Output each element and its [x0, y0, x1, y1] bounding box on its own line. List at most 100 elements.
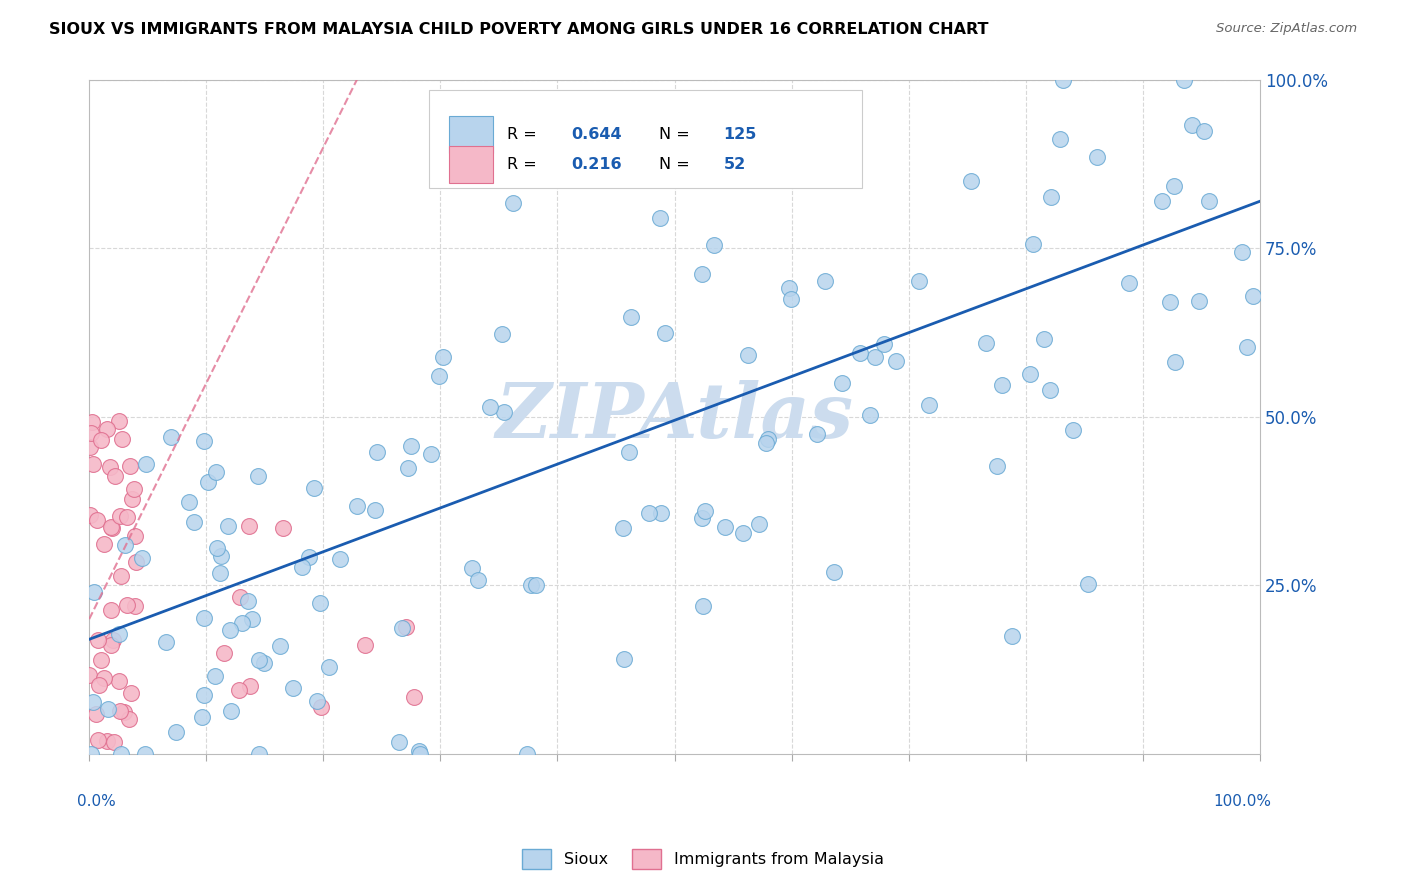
Point [79, 508, 101, 523]
Point [884, 354, 907, 368]
Point [1062, 423, 1084, 437]
Point [83, 695, 105, 709]
Point [654, 326, 676, 340]
Point [831, 376, 853, 390]
Point [247, 652, 270, 666]
Point [82, 457, 104, 471]
Point [104, 469, 127, 483]
Point [1163, 178, 1185, 193]
Point [1032, 332, 1054, 346]
Point [83, 585, 105, 599]
Legend: Sioux, Immigrants from Malaysia: Sioux, Immigrants from Malaysia [516, 843, 890, 875]
Point [118, 458, 141, 473]
Point [125, 555, 148, 569]
Point [121, 492, 143, 507]
Text: 0.216: 0.216 [571, 157, 621, 172]
Point [1181, 118, 1204, 132]
Point [402, 690, 425, 704]
Point [122, 482, 145, 496]
Point [97, 702, 120, 716]
Point [84, 707, 107, 722]
Point [872, 336, 894, 351]
Point [388, 735, 411, 749]
Point [1118, 276, 1140, 290]
Point [221, 705, 243, 719]
Point [291, 559, 314, 574]
Point [990, 377, 1012, 392]
Point [298, 549, 321, 564]
Point [1159, 295, 1181, 310]
Point [273, 521, 295, 535]
Point [229, 591, 252, 605]
Point [780, 292, 803, 306]
Point [214, 646, 236, 660]
Text: N =: N = [659, 127, 695, 142]
Point [193, 434, 215, 449]
Point [236, 594, 259, 608]
Point [111, 432, 134, 446]
Point [1164, 355, 1187, 369]
Point [108, 674, 131, 689]
Text: 100.0%: 100.0% [1213, 794, 1271, 809]
Point [427, 369, 450, 384]
Point [420, 447, 443, 461]
Point [79, 440, 101, 454]
Point [814, 274, 837, 288]
Point [246, 469, 269, 483]
Point [90, 434, 112, 448]
Point [124, 599, 146, 613]
Point [207, 541, 229, 555]
Point [432, 350, 454, 364]
Point [108, 509, 131, 524]
Point [305, 694, 328, 708]
Point [110, 568, 132, 582]
Point [191, 710, 214, 724]
Point [1052, 73, 1074, 87]
Point [1039, 383, 1062, 397]
Point [693, 504, 716, 518]
Point [502, 195, 524, 210]
Point [396, 461, 419, 475]
Point [1000, 629, 1022, 643]
Point [1198, 194, 1220, 208]
Point [737, 348, 759, 362]
Point [612, 521, 634, 535]
Point [197, 475, 219, 489]
Point [758, 432, 780, 446]
Point [731, 526, 754, 541]
Point [239, 679, 262, 693]
Point [98, 460, 121, 475]
Point [155, 635, 177, 649]
Point [613, 651, 636, 665]
Point [209, 549, 232, 563]
Point [193, 610, 215, 624]
Point [494, 405, 516, 419]
Point [692, 268, 714, 282]
Point [1232, 244, 1254, 259]
Point [638, 506, 661, 520]
Point [87, 632, 110, 647]
Point [702, 238, 724, 252]
Point [108, 627, 131, 641]
Point [1085, 150, 1108, 164]
Point [118, 712, 141, 726]
FancyBboxPatch shape [429, 90, 862, 188]
Point [1077, 576, 1099, 591]
Point [228, 683, 250, 698]
Point [86, 513, 108, 527]
Point [90, 653, 112, 667]
Point [131, 551, 153, 566]
Point [79, 747, 101, 761]
Point [135, 457, 157, 471]
Point [124, 529, 146, 543]
Point [650, 211, 672, 225]
Point [491, 326, 513, 341]
Point [346, 499, 368, 513]
Point [205, 465, 228, 479]
Text: ZIPAtlas: ZIPAtlas [495, 380, 853, 454]
Point [714, 520, 737, 534]
Point [526, 578, 548, 592]
Point [80, 425, 103, 440]
Point [96, 733, 118, 747]
Point [177, 495, 200, 509]
